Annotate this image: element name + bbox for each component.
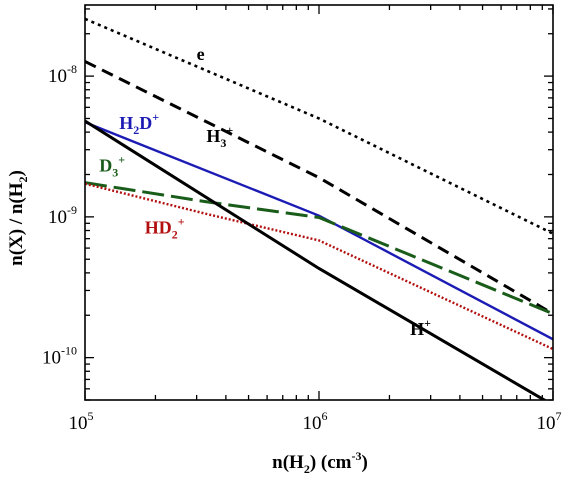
series-label-d3-: D3+ <box>99 153 125 180</box>
x-tick-label: 105 <box>69 409 94 434</box>
series-labels: e H3+ H2D+ D3+ HD2+ H+ <box>99 44 431 339</box>
x-tick-label: 107 <box>537 409 562 434</box>
series-label-e: e <box>197 44 205 64</box>
series-lines <box>85 17 553 400</box>
series-line-e <box>85 17 553 235</box>
y-tick-label: 10-10 <box>42 344 77 369</box>
y-tick-label: 10-9 <box>48 203 77 228</box>
x-tick-label: 106 <box>303 409 328 434</box>
x-axis-label: n(H2) (cm-3) <box>272 449 368 476</box>
series-line-d3- <box>85 181 553 316</box>
series-label-hd2-: HD2+ <box>145 215 185 242</box>
series-line-h2d- <box>85 121 553 341</box>
y-axis-label: n(X) / n(H2) <box>6 170 30 266</box>
series-label-h-: H+ <box>410 316 431 339</box>
series-label-h3-: H3+ <box>206 123 233 150</box>
axis-ticks <box>84 5 554 401</box>
plot-frame <box>84 4 554 401</box>
y-tick-label: 10-8 <box>48 62 77 87</box>
series-line-h3- <box>85 60 553 316</box>
series-label-h2d-: H2D+ <box>119 110 159 137</box>
plot-area <box>85 17 553 400</box>
series-line-h- <box>85 119 548 400</box>
series-line-hd2- <box>85 182 553 351</box>
